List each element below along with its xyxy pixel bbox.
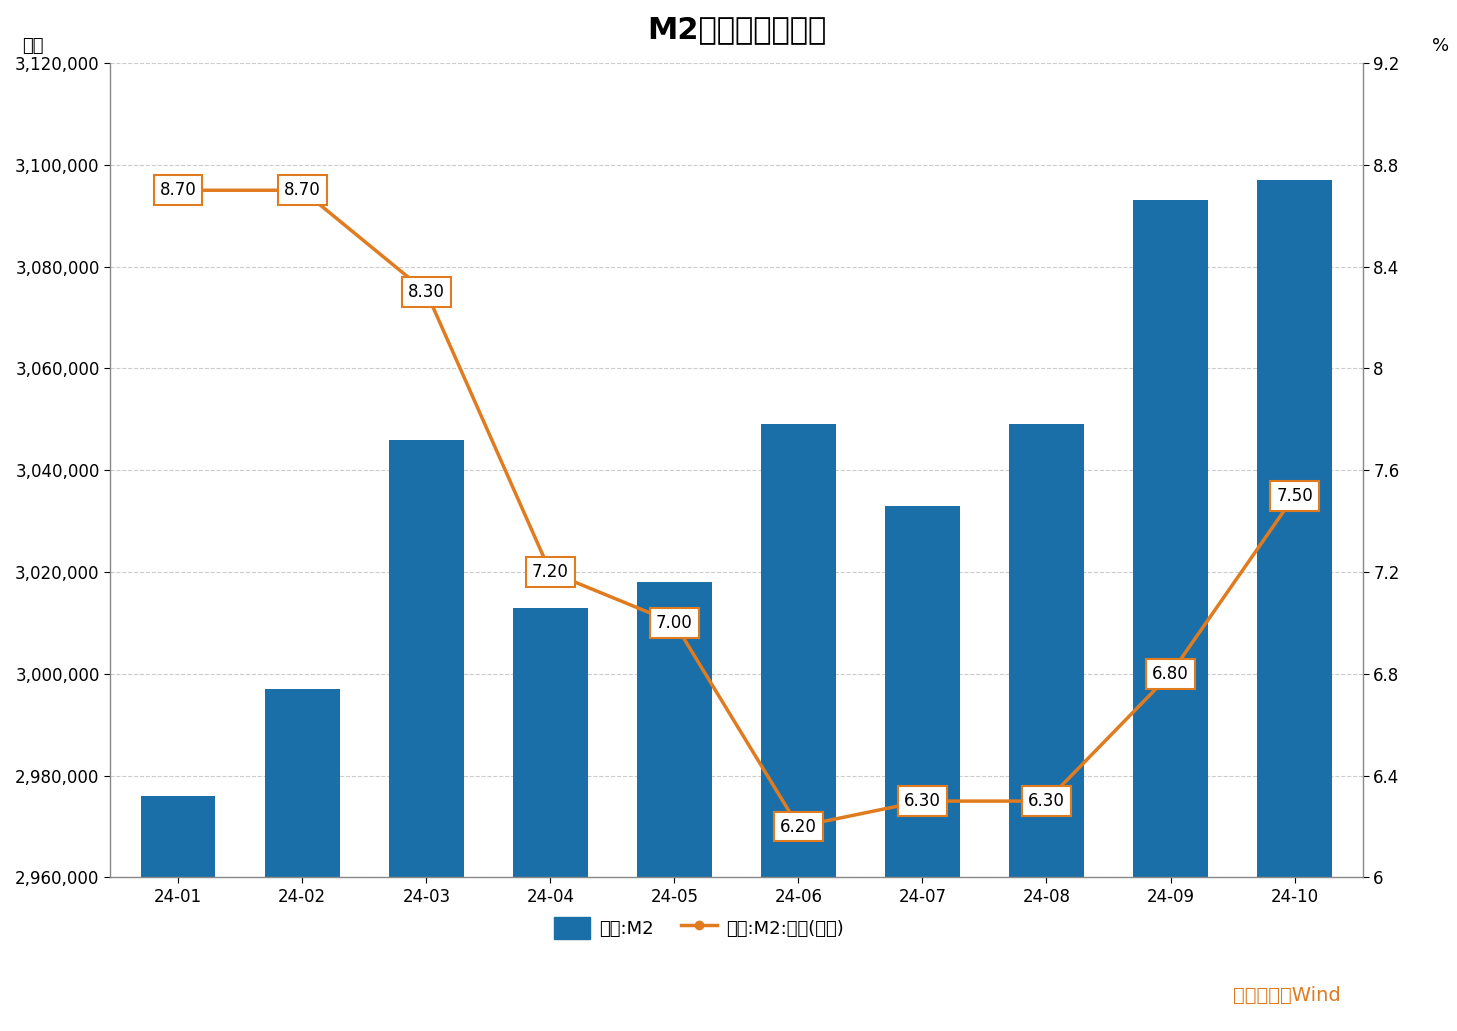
Bar (761, 425, 836, 1031)
Bar (141, 796, 216, 1031)
Bar (1134, 200, 1208, 1031)
Title: M2数据及变化情况: M2数据及变化情况 (647, 15, 826, 44)
Bar (886, 506, 960, 1031)
Text: %: % (1432, 37, 1448, 55)
Text: 6.30: 6.30 (1029, 792, 1065, 810)
Text: 8.30: 8.30 (408, 284, 444, 301)
Text: 6.80: 6.80 (1152, 665, 1189, 683)
中国:M2:同比(右轴) (666, 617, 683, 629)
中国:M2:同比(右轴) (542, 566, 559, 578)
Text: 7.50: 7.50 (1276, 487, 1313, 504)
Bar (389, 439, 463, 1031)
中国:M2:同比(右轴) (1287, 490, 1304, 502)
Line: 中国:M2:同比(右轴): 中国:M2:同比(右轴) (175, 187, 1298, 830)
Text: 8.70: 8.70 (284, 181, 321, 199)
Bar (637, 583, 711, 1031)
中国:M2:同比(右轴) (914, 795, 931, 807)
Bar (513, 607, 587, 1031)
中国:M2:同比(右轴) (418, 286, 436, 298)
中国:M2:同比(右轴) (1161, 668, 1179, 680)
Legend: 中国:M2, 中国:M2:同比(右轴): 中国:M2, 中国:M2:同比(右轴) (546, 909, 851, 945)
Bar (1257, 180, 1332, 1031)
Bar (265, 689, 339, 1031)
Bar (1010, 425, 1084, 1031)
中国:M2:同比(右轴) (169, 185, 186, 197)
中国:M2:同比(右轴) (293, 185, 310, 197)
Text: 数据来源：Wind: 数据来源：Wind (1233, 987, 1340, 1005)
Text: 7.20: 7.20 (532, 563, 568, 581)
中国:M2:同比(右轴) (790, 821, 807, 833)
中国:M2:同比(右轴) (1037, 795, 1055, 807)
Text: 6.20: 6.20 (779, 818, 817, 835)
Text: 7.00: 7.00 (656, 613, 692, 632)
Text: 6.30: 6.30 (903, 792, 941, 810)
Text: 8.70: 8.70 (160, 181, 197, 199)
Text: 亿元: 亿元 (22, 37, 44, 55)
